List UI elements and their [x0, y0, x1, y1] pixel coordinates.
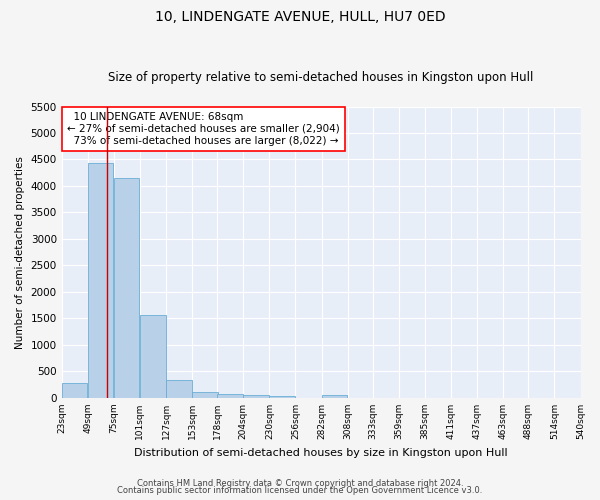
X-axis label: Distribution of semi-detached houses by size in Kingston upon Hull: Distribution of semi-detached houses by …	[134, 448, 508, 458]
Text: Contains public sector information licensed under the Open Government Licence v3: Contains public sector information licen…	[118, 486, 482, 495]
Bar	[88, 163, 113, 398]
Bar	[244, 395, 269, 398]
Y-axis label: Number of semi-detached properties: Number of semi-detached properties	[15, 156, 25, 348]
Bar	[62, 382, 87, 398]
Text: Contains HM Land Registry data © Crown copyright and database right 2024.: Contains HM Land Registry data © Crown c…	[137, 478, 463, 488]
Bar	[269, 396, 295, 398]
Bar	[166, 380, 191, 398]
Title: Size of property relative to semi-detached houses in Kingston upon Hull: Size of property relative to semi-detach…	[109, 72, 534, 85]
Text: 10, LINDENGATE AVENUE, HULL, HU7 0ED: 10, LINDENGATE AVENUE, HULL, HU7 0ED	[155, 10, 445, 24]
Bar	[114, 178, 139, 398]
Text: 10 LINDENGATE AVENUE: 68sqm
← 27% of semi-detached houses are smaller (2,904)
  : 10 LINDENGATE AVENUE: 68sqm ← 27% of sem…	[67, 112, 340, 146]
Bar	[140, 316, 166, 398]
Bar	[192, 392, 218, 398]
Bar	[322, 395, 347, 398]
Bar	[217, 394, 243, 398]
